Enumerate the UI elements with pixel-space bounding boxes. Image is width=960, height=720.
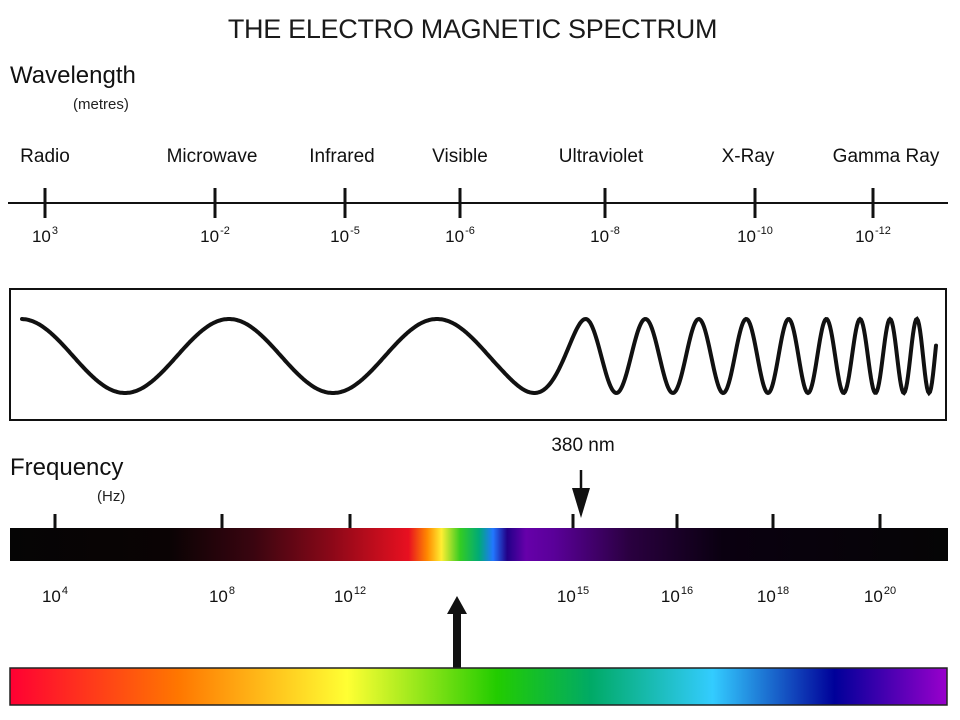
- frequency-tick-label-0-exponent: 4: [61, 585, 69, 597]
- frequency-tick-label-5-base: 10: [756, 587, 776, 606]
- band-name-5: X-Ray: [721, 146, 775, 167]
- wavelength-tick-label-3-exponent: -6: [465, 225, 475, 237]
- frequency-tick-label-0-base: 10: [41, 587, 61, 606]
- wavelength-tick-label-2-base: 10: [330, 227, 350, 246]
- frequency-tick-label-3-base: 10: [556, 587, 576, 606]
- wavelength-tick-label-4-base: 10: [590, 227, 610, 246]
- frequency-tick-label-6: 1020: [864, 585, 896, 607]
- wavelength-tick-label-4: 10-8: [590, 225, 620, 247]
- band-name-6: Gamma Ray: [832, 146, 940, 167]
- wavelength-tick-label-1: 10-2: [200, 225, 230, 247]
- band-name-0: Radio: [20, 146, 70, 167]
- wavelength-tick-label-1-exponent: -2: [220, 225, 230, 237]
- frequency-unit: (Hz): [97, 488, 126, 505]
- band-name-4: Ultraviolet: [558, 146, 644, 167]
- arrow-down-icon: [572, 470, 590, 518]
- frequency-tick-label-5: 1018: [757, 585, 789, 607]
- wavelength-tick-label-0-exponent: 3: [51, 225, 59, 237]
- frequency-label: Frequency: [10, 454, 124, 481]
- wavelength-tick-label-2-exponent: -5: [350, 225, 360, 237]
- wavelength-tick-label-6: 10-12: [855, 225, 891, 247]
- frequency-tick-label-4-base: 10: [660, 587, 680, 606]
- frequency-tick-label-2: 1012: [334, 585, 366, 607]
- wavelength-tick-label-3: 10-6: [445, 225, 475, 247]
- frequency-tick-label-0: 104: [42, 585, 68, 607]
- wavelength-axis: [8, 188, 948, 218]
- wavelength-tick-label-6-base: 10: [855, 227, 875, 246]
- frequency-ticks: [53, 514, 882, 528]
- wavelength-tick-label-4-exponent: -8: [610, 225, 620, 237]
- band-name-1: Microwave: [166, 146, 258, 167]
- wavelength-tick-label-3-base: 10: [445, 227, 465, 246]
- wavelength-tick-label-5: 10-10: [737, 225, 773, 247]
- wavelength-tick-label-0-base: 10: [31, 227, 51, 246]
- frequency-tick-label-4-exponent: 16: [680, 585, 694, 597]
- wavelength-tick-label-6-exponent: -12: [875, 225, 891, 237]
- wavelength-tick-label-2: 10-5: [330, 225, 360, 247]
- band-name-2: Infrared: [309, 146, 375, 167]
- frequency-tick-label-3: 1015: [557, 585, 589, 607]
- wavelength-unit: (metres): [73, 96, 129, 113]
- frequency-tick-label-3-exponent: 15: [576, 585, 590, 597]
- wavelength-tick-label-5-base: 10: [737, 227, 757, 246]
- wavelength-tick-label-1-base: 10: [200, 227, 220, 246]
- band-name-3: Visible: [432, 146, 488, 167]
- frequency-tick-label-4: 1016: [661, 585, 693, 607]
- frequency-tick-label-5-exponent: 18: [776, 585, 790, 597]
- frequency-tick-label-6-base: 10: [863, 587, 883, 606]
- frequency-tick-label-2-base: 10: [333, 587, 353, 606]
- marker-380nm-label: 380 nm: [551, 435, 615, 456]
- em-wave: [20, 316, 938, 397]
- frequency-bar: [10, 528, 948, 561]
- frequency-tick-label-1-exponent: 8: [228, 585, 236, 597]
- frequency-tick-label-1-base: 10: [208, 587, 228, 606]
- wave-box: [9, 288, 947, 421]
- frequency-tick-label-2-exponent: 12: [353, 585, 367, 597]
- arrow-up-icon: [447, 596, 467, 668]
- wavelength-tick-label-0: 103: [32, 225, 58, 247]
- wavelength-tick-label-5-exponent: -10: [757, 225, 773, 237]
- frequency-tick-label-6-exponent: 20: [883, 585, 897, 597]
- page-title: THE ELECTRO MAGNETIC SPECTRUM: [227, 14, 718, 44]
- frequency-tick-label-1: 108: [209, 585, 235, 607]
- visible-spectrum-bar: [9, 667, 948, 706]
- wavelength-label: Wavelength: [10, 62, 136, 89]
